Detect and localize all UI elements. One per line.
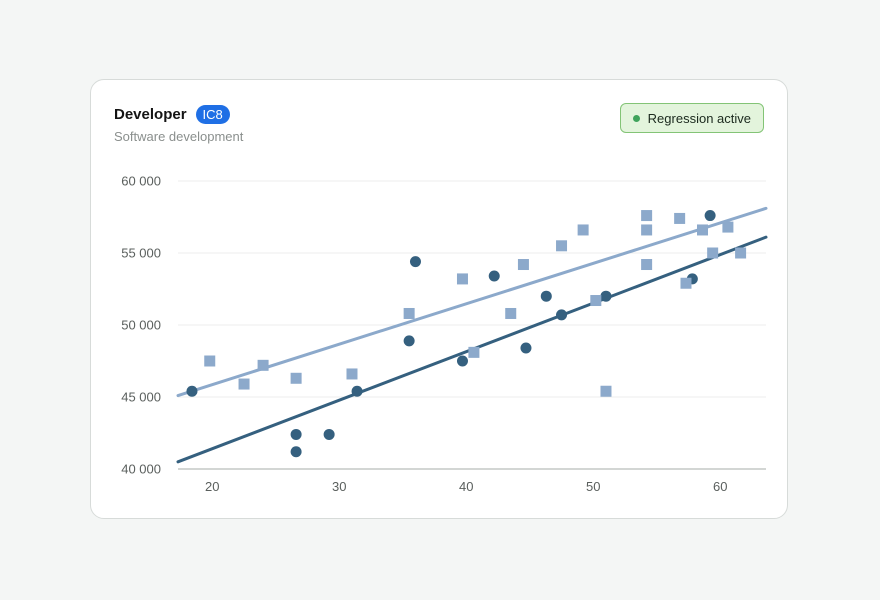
trend-line (176, 206, 768, 398)
y-tick-label: 50 000 (121, 318, 161, 333)
data-point (290, 428, 302, 440)
data-point (517, 259, 529, 271)
data-point (488, 270, 500, 282)
data-point (674, 212, 686, 224)
card-header: Developer IC8 (114, 105, 230, 124)
data-point (456, 273, 468, 285)
regression-status-label: Regression active (647, 110, 751, 126)
data-point (704, 210, 716, 222)
x-tick-label: 20 (205, 479, 219, 494)
data-point (520, 342, 532, 354)
data-point (707, 247, 719, 259)
chart-card: Developer IC8 Software development Regre… (90, 79, 788, 519)
x-tick-label: 50 (586, 479, 600, 494)
data-point (735, 247, 747, 259)
data-point (409, 256, 421, 268)
data-point (351, 385, 363, 397)
scatter-chart: 40 000 45 000 50 000 55 000 60 000 20 30 40 50 60 (121, 174, 768, 495)
card-subtitle: Software development (114, 129, 244, 144)
data-point (290, 372, 302, 384)
tick-labels: 40 000 45 000 50 000 55 000 60 000 20 30 40 50 60 (121, 174, 727, 495)
y-tick-label: 40 000 (121, 462, 161, 477)
x-tick-label: 40 (459, 479, 473, 494)
y-tick-label: 45 000 (121, 390, 161, 405)
x-tick-label: 60 (713, 479, 727, 494)
data-point (641, 224, 653, 236)
y-tick-label: 60 000 (121, 174, 161, 189)
data-point (456, 355, 468, 367)
data-point (600, 385, 612, 397)
data-point (290, 446, 302, 458)
data-point (641, 210, 653, 222)
data-point (680, 277, 692, 289)
data-point (722, 221, 734, 233)
data-point (346, 368, 358, 380)
card-title: Developer (114, 106, 187, 123)
data-point (403, 335, 415, 347)
data-point (600, 290, 612, 302)
data-point (323, 428, 335, 440)
data-point (577, 224, 589, 236)
data-point (204, 355, 216, 367)
data-point (257, 359, 269, 371)
data-point (468, 346, 480, 358)
data-point (697, 224, 709, 236)
data-point (403, 307, 415, 319)
regression-status-pill[interactable]: Regression active (619, 103, 764, 133)
trend-lines (176, 206, 768, 464)
data-point (186, 385, 198, 397)
x-tick-label: 30 (332, 479, 346, 494)
data-point (641, 259, 653, 271)
data-point (505, 307, 517, 319)
data-point (590, 295, 602, 307)
data-point (556, 240, 568, 252)
level-badge: IC8 (195, 105, 230, 124)
y-tick-label: 55 000 (121, 246, 161, 261)
status-dot-icon (632, 114, 640, 122)
data-point (238, 378, 250, 390)
chart-grid (178, 180, 766, 398)
data-point (540, 290, 552, 302)
data-points (186, 210, 747, 458)
data-point (556, 309, 568, 321)
